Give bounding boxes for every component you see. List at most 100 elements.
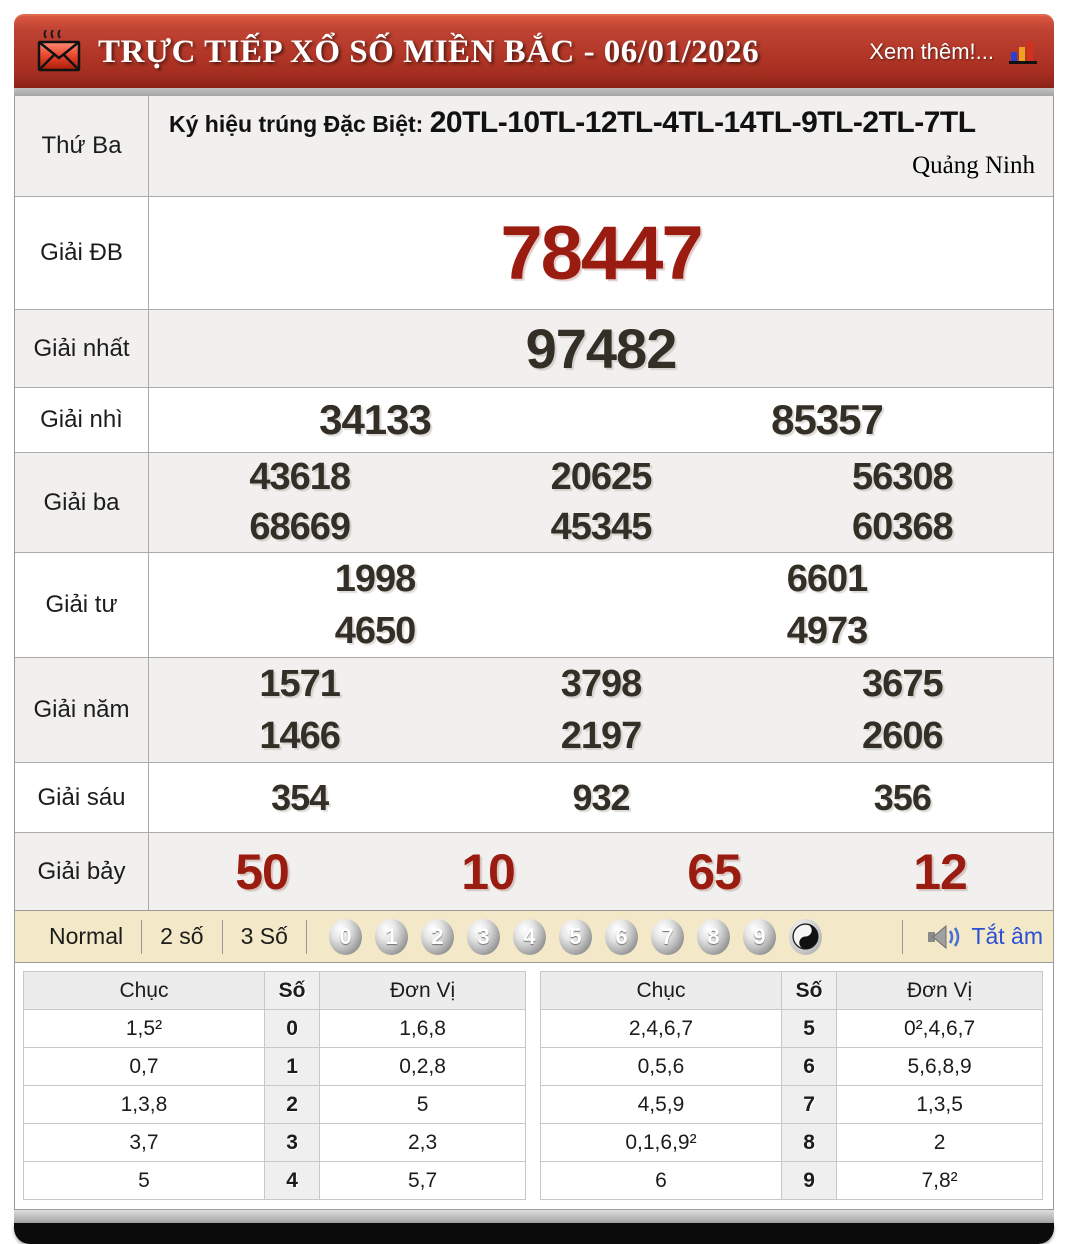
- prize-number: 1466: [259, 714, 341, 757]
- column-header-donvi: Đơn Vị: [319, 971, 526, 1010]
- page-title: TRỰC TIẾP XỔ SỐ MIỀN BẮC - 06/01/2026: [98, 33, 760, 70]
- digit-value: 4: [263, 1161, 321, 1200]
- prize-label-nhi: Giải nhì: [15, 388, 149, 452]
- chuc-value: 1,3,8: [23, 1085, 265, 1124]
- prize-number: 20625: [550, 456, 653, 499]
- chuc-value: 5: [23, 1161, 265, 1200]
- chuc-value: 3,7: [23, 1123, 265, 1162]
- speaker-icon: [927, 922, 963, 952]
- digit-ball-8[interactable]: 8: [696, 918, 730, 955]
- column-header-so: Số: [263, 971, 321, 1010]
- donvi-value: 7,8²: [836, 1161, 1043, 1200]
- lottery-widget: TRỰC TIẾP XỔ SỐ MIỀN BẮC - 06/01/2026 Xe…: [14, 14, 1054, 1244]
- prize-label-tu: Giải tư: [15, 553, 149, 657]
- prize-label-sau: Giải sáu: [15, 763, 149, 832]
- table-row: 1,5² 0 1,6,8: [23, 1009, 526, 1048]
- prize-label-nam: Giải năm: [15, 658, 149, 762]
- digit-ball-3[interactable]: 3: [466, 918, 500, 955]
- table-row: 2,4,6,7 5 0²,4,6,7: [540, 1009, 1043, 1048]
- digit-ball-7[interactable]: 7: [650, 918, 684, 955]
- mode-2so-button[interactable]: 2 số: [160, 923, 204, 949]
- row-first-prize: Giải nhất 97482: [15, 309, 1053, 387]
- chuc-value: 2,4,6,7: [540, 1009, 782, 1048]
- digit-value: 6: [780, 1047, 838, 1086]
- digit-ball-2[interactable]: 2: [420, 918, 454, 955]
- prize-number: 1998: [334, 557, 417, 600]
- mode-3so-button[interactable]: 3 Số: [240, 923, 288, 949]
- prize-number: 34133: [319, 396, 432, 443]
- weekday-label: Thứ Ba: [15, 96, 149, 196]
- row-third-prize: Giải ba 43618 20625 56308 68669 45345 60…: [15, 452, 1053, 552]
- footer-black-band: [14, 1223, 1054, 1244]
- column-header-chuc: Chục: [23, 971, 265, 1010]
- row-seventh-prize: Giải bảy 50 10 65 12: [15, 832, 1053, 910]
- bar-chart-icon[interactable]: [1008, 38, 1038, 66]
- digit-ball-6[interactable]: 6: [604, 918, 638, 955]
- chuc-value: 0,5,6: [540, 1047, 782, 1086]
- stats-table-left: Chục Số Đơn Vị 1,5² 0 1,6,8 0,7 1 0,2,8 …: [23, 971, 526, 1200]
- mode-normal-button[interactable]: Normal: [49, 923, 124, 949]
- donvi-value: 5,7: [319, 1161, 526, 1200]
- donvi-value: 2,3: [319, 1123, 526, 1162]
- statistics-section: Chục Số Đơn Vị 1,5² 0 1,6,8 0,7 1 0,2,8 …: [14, 963, 1054, 1210]
- digit-value: 1: [263, 1047, 321, 1086]
- digit-value: 2: [263, 1085, 321, 1124]
- prize-number: 1571: [259, 662, 341, 705]
- prize-number: 6601: [786, 557, 869, 600]
- digit-ball-0[interactable]: 0: [328, 918, 362, 955]
- prize-label-db: Giải ĐB: [15, 197, 149, 309]
- mute-label: Tắt âm: [971, 923, 1043, 949]
- chuc-value: 0,1,6,9²: [540, 1123, 782, 1162]
- column-header-donvi: Đơn Vị: [836, 971, 1043, 1010]
- digit-value: 3: [263, 1123, 321, 1162]
- prize-label-bay: Giải bảy: [15, 833, 149, 910]
- table-row: 0,1,6,9² 8 2: [540, 1123, 1043, 1162]
- prize-number: 43618: [249, 456, 351, 499]
- digit-value: 5: [780, 1009, 838, 1048]
- header-bar: TRỰC TIẾP XỔ SỐ MIỀN BẮC - 06/01/2026 Xe…: [14, 14, 1054, 88]
- table-row: 0,5,6 6 5,6,8,9: [540, 1047, 1043, 1086]
- table-row: 6 9 7,8²: [540, 1161, 1043, 1200]
- prize-number: 97482: [525, 317, 678, 380]
- table-row: 1,3,8 2 5: [23, 1085, 526, 1124]
- donvi-value: 5,6,8,9: [836, 1047, 1043, 1086]
- province-name: Quảng Ninh: [912, 152, 1035, 179]
- donvi-value: 0²,4,6,7: [836, 1009, 1043, 1048]
- prize-number: 12: [913, 843, 968, 900]
- divider: [221, 919, 223, 954]
- prize-number: 85357: [771, 396, 884, 443]
- digit-value: 7: [780, 1085, 838, 1124]
- digit-ball-5[interactable]: 5: [558, 918, 592, 955]
- chuc-value: 1,5²: [23, 1009, 265, 1048]
- see-more-link[interactable]: Xem thêm!...: [869, 39, 994, 64]
- prize-number: 78447: [500, 210, 703, 296]
- prize-number: 3798: [560, 662, 643, 705]
- special-sign-codes: 20TL-10TL-12TL-4TL-14TL-9TL-2TL-7TL: [429, 106, 976, 139]
- prize-number: 68669: [249, 505, 351, 548]
- donvi-value: 1,3,5: [836, 1085, 1043, 1124]
- toolbar: Normal 2 số 3 Số 0 1 2 3 4 5 6 7 8 9: [14, 911, 1054, 963]
- row-fifth-prize: Giải năm 1571 3798 3675 1466 2197 2606: [15, 657, 1053, 762]
- donvi-value: 2: [836, 1123, 1043, 1162]
- table-header-row: Chục Số Đơn Vị: [540, 971, 1043, 1010]
- special-sign-cell: Ký hiệu trúng Đặc Biệt: 20TL-10TL-12TL-4…: [149, 96, 1053, 196]
- digit-ball-1[interactable]: 1: [374, 918, 408, 955]
- table-header-row: Chục Số Đơn Vị: [23, 971, 526, 1010]
- chuc-value: 6: [540, 1161, 782, 1200]
- digit-value: 9: [780, 1161, 838, 1200]
- donvi-value: 5: [319, 1085, 526, 1124]
- digit-value: 8: [780, 1123, 838, 1162]
- prize-number: 2197: [560, 714, 643, 757]
- row-special-prize: Giải ĐB 78447: [15, 196, 1053, 309]
- row-second-prize: Giải nhì 34133 85357: [15, 387, 1053, 452]
- digit-ball-4[interactable]: 4: [512, 918, 546, 955]
- row-sixth-prize: Giải sáu 354 932 356: [15, 762, 1053, 832]
- table-row: 0,7 1 0,2,8: [23, 1047, 526, 1086]
- prize-label-nhat: Giải nhất: [15, 310, 149, 387]
- mute-button[interactable]: Tắt âm: [927, 922, 1043, 952]
- results-table: Thứ Ba Ký hiệu trúng Đặc Biệt: 20TL-10TL…: [14, 96, 1054, 911]
- prize-label-ba: Giải ba: [15, 453, 149, 552]
- digit-ball-9[interactable]: 9: [742, 918, 776, 955]
- prize-number: 60368: [851, 505, 954, 548]
- yin-yang-ball[interactable]: [788, 918, 822, 955]
